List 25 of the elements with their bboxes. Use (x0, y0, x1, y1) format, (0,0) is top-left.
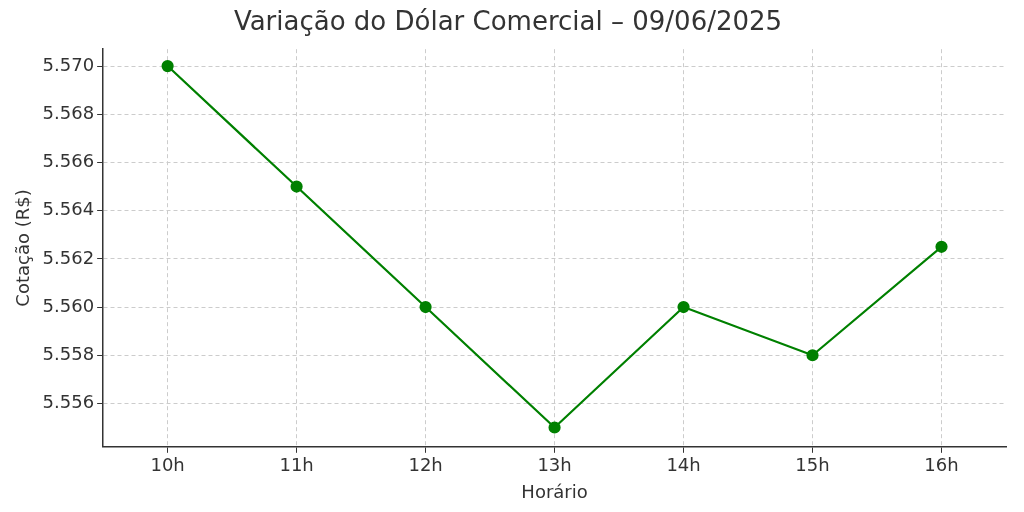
y-tick-label: 5.562 (42, 246, 95, 268)
y-tick-label: 5.566 (42, 150, 95, 172)
point (677, 300, 690, 314)
x-tick-label: 14h (666, 454, 701, 476)
x-tick-label: 16h (924, 454, 959, 476)
point (935, 240, 948, 253)
point (548, 421, 561, 434)
x-axis-title: Horário (521, 480, 588, 502)
y-tick-label: 5.568 (42, 101, 95, 123)
point (161, 59, 174, 73)
x-tick-label: 15h (795, 454, 830, 476)
x-tick-label: 11h (279, 454, 314, 476)
y-tick-label: 5.558 (42, 342, 95, 364)
y-tick-label: 5.564 (42, 198, 95, 220)
x-tick-label: 10h (150, 454, 185, 476)
chart-title: Variação do Dólar Comercial – 09/06/2025 (233, 6, 783, 37)
point (290, 180, 303, 193)
point (419, 300, 432, 314)
point (806, 349, 819, 362)
x-tick-label: 13h (537, 454, 572, 476)
y-axis-title: Cotação (R$) (12, 189, 34, 307)
y-tick-label: 5.556 (42, 391, 95, 413)
y-tick-label: 5.560 (42, 294, 95, 316)
x-tick-label: 12h (408, 454, 443, 476)
y-tick-label: 5.570 (42, 53, 95, 75)
